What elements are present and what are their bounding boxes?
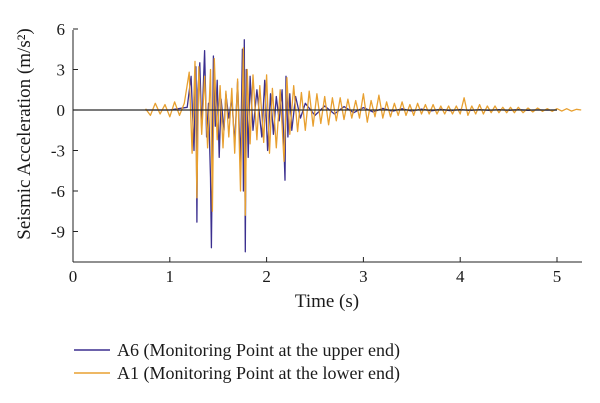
x-tick-label: 5 bbox=[553, 267, 562, 286]
plot-area bbox=[73, 39, 582, 253]
legend-label-a1: A1 (Monitoring Point at the lower end) bbox=[117, 363, 400, 384]
y-ticks: 6 3 0 -3 -6 -9 bbox=[51, 20, 78, 242]
y-tick-label: 3 bbox=[57, 61, 66, 80]
series-a1-line bbox=[145, 47, 582, 216]
legend-label-a6: A6 (Monitoring Point at the upper end) bbox=[117, 340, 400, 361]
y-axis-title: Seismic Acceleration (m/s²) bbox=[14, 28, 35, 239]
x-tick-label: 1 bbox=[166, 267, 175, 286]
y-tick-label: 0 bbox=[57, 101, 66, 120]
y-tick-label: 6 bbox=[57, 20, 66, 39]
x-tick-label: 2 bbox=[262, 267, 271, 286]
legend: A6 (Monitoring Point at the upper end) A… bbox=[74, 340, 400, 384]
y-tick-label: -6 bbox=[51, 182, 65, 201]
x-axis-title: Time (s) bbox=[295, 291, 359, 312]
x-tick-label: 3 bbox=[359, 267, 368, 286]
y-tick-label: -3 bbox=[51, 142, 65, 161]
x-tick-label: 0 bbox=[69, 267, 78, 286]
x-ticks: 0 1 2 3 4 5 bbox=[69, 257, 562, 286]
y-tick-label: -9 bbox=[51, 223, 65, 242]
x-tick-label: 4 bbox=[456, 267, 465, 286]
